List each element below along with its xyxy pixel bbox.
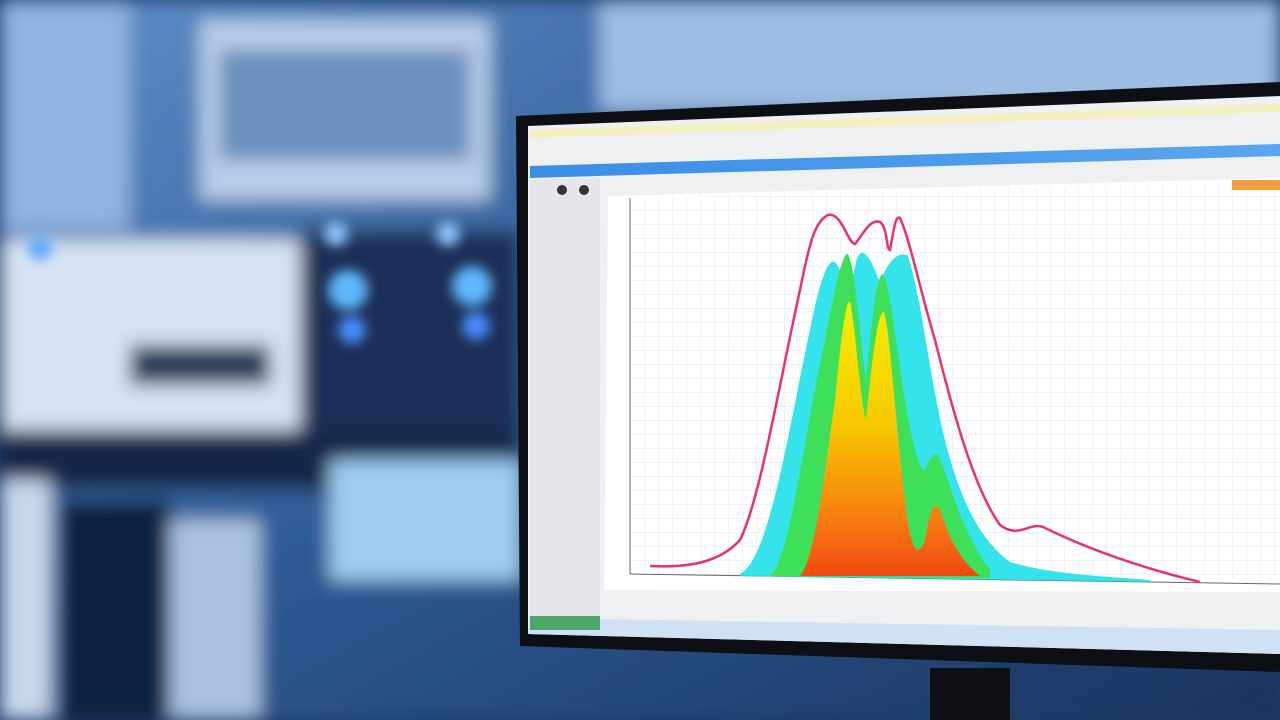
- tool-icon: [579, 185, 589, 195]
- heat-band: [800, 301, 980, 576]
- indicator-lights: [28, 222, 492, 344]
- taskbar-item: [530, 616, 600, 630]
- side-panel: [530, 178, 600, 620]
- tool-icon: [557, 185, 567, 195]
- red-envelope: [649, 213, 1201, 584]
- menu-bar: [530, 104, 1280, 138]
- status-bar: [528, 618, 1280, 654]
- toolbar-strip: [530, 144, 1280, 178]
- legend-swatch: [1232, 180, 1280, 190]
- monitor-stand: [930, 668, 1010, 720]
